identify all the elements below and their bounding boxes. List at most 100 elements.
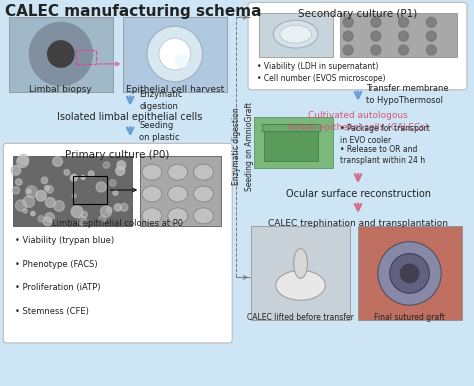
Circle shape [81, 212, 88, 218]
Ellipse shape [276, 271, 325, 300]
Bar [340, 13, 457, 57]
Circle shape [23, 196, 35, 207]
Ellipse shape [168, 208, 188, 224]
Text: • Stemness (CFE): • Stemness (CFE) [15, 307, 89, 316]
Circle shape [99, 215, 106, 222]
Bar [251, 226, 350, 320]
Text: • Phenotype (FACS): • Phenotype (FACS) [15, 259, 98, 269]
Circle shape [343, 17, 353, 27]
Circle shape [45, 213, 55, 222]
Circle shape [53, 157, 63, 166]
Ellipse shape [193, 208, 213, 224]
Circle shape [103, 162, 109, 168]
Bar [123, 17, 227, 92]
Circle shape [109, 179, 116, 186]
Ellipse shape [168, 164, 188, 180]
Circle shape [16, 200, 27, 211]
Circle shape [427, 31, 436, 41]
Text: CALEC trephination and transplantation: CALEC trephination and transplantation [268, 219, 448, 228]
Circle shape [54, 201, 64, 211]
Circle shape [26, 186, 37, 198]
Ellipse shape [193, 164, 213, 180]
Ellipse shape [280, 25, 311, 43]
Bar [76, 50, 95, 64]
Circle shape [16, 179, 22, 185]
Text: • Cell number (EVOS microscope): • Cell number (EVOS microscope) [257, 74, 385, 83]
Bar [73, 176, 108, 204]
Text: Ocular surface reconstruction: Ocular surface reconstruction [285, 189, 430, 199]
Circle shape [427, 17, 436, 27]
Circle shape [88, 171, 94, 177]
Circle shape [399, 17, 409, 27]
Circle shape [72, 194, 76, 198]
Text: Limbal epithelial colonies at P0: Limbal epithelial colonies at P0 [52, 219, 183, 228]
Text: CALEC manufacturing schema: CALEC manufacturing schema [5, 4, 262, 19]
Bar [140, 156, 221, 226]
Text: Transfer membrane
to HypoThermosol: Transfer membrane to HypoThermosol [366, 84, 448, 105]
Circle shape [23, 209, 27, 213]
Circle shape [399, 45, 409, 55]
Circle shape [400, 264, 419, 283]
Circle shape [120, 203, 128, 211]
Circle shape [371, 45, 381, 55]
Circle shape [390, 254, 429, 293]
Text: Epithelial cell harvest: Epithelial cell harvest [126, 85, 224, 94]
Circle shape [38, 216, 44, 222]
Circle shape [175, 54, 189, 68]
Circle shape [41, 177, 48, 184]
Text: • Proliferation (iATP): • Proliferation (iATP) [15, 283, 101, 292]
Circle shape [371, 17, 381, 27]
Ellipse shape [142, 164, 162, 180]
Circle shape [159, 38, 191, 70]
Circle shape [147, 26, 202, 82]
Circle shape [81, 175, 85, 179]
Bar [13, 156, 132, 226]
Bar [264, 124, 319, 161]
Text: Limbal biopsy: Limbal biopsy [29, 85, 92, 94]
Circle shape [31, 212, 35, 216]
Text: Primary culture (P0): Primary culture (P0) [65, 150, 170, 160]
Circle shape [100, 206, 111, 217]
Circle shape [43, 217, 52, 226]
Text: Seeding
on plastic: Seeding on plastic [139, 121, 180, 142]
Text: • Release to OR and
transplant within 24 h: • Release to OR and transplant within 24… [340, 146, 425, 166]
Text: • Package for transport
in EVO cooler: • Package for transport in EVO cooler [340, 125, 430, 145]
Circle shape [114, 204, 121, 211]
Text: Enzymatic digestion
Seeding on AmnioGraft: Enzymatic digestion Seeding on AmnioGraf… [232, 102, 254, 191]
FancyBboxPatch shape [3, 143, 232, 343]
Bar [254, 117, 333, 168]
Circle shape [46, 186, 53, 193]
Text: CALEC lifted before transfer: CALEC lifted before transfer [247, 313, 354, 322]
Circle shape [113, 190, 118, 195]
Circle shape [378, 242, 441, 305]
Circle shape [427, 45, 436, 55]
Bar [262, 124, 320, 132]
Ellipse shape [193, 186, 213, 202]
Text: Isolated limbal epithelial cells: Isolated limbal epithelial cells [57, 112, 203, 122]
Circle shape [96, 182, 106, 192]
Circle shape [343, 45, 353, 55]
Circle shape [71, 206, 83, 217]
Circle shape [36, 191, 46, 201]
Circle shape [399, 31, 409, 41]
Ellipse shape [142, 208, 162, 224]
Circle shape [17, 156, 28, 168]
Circle shape [11, 166, 21, 175]
Circle shape [371, 31, 381, 41]
Ellipse shape [28, 22, 93, 86]
Text: • Viability (LDH in supernatant): • Viability (LDH in supernatant) [257, 62, 378, 71]
Circle shape [107, 207, 112, 213]
Circle shape [343, 31, 353, 41]
Ellipse shape [47, 40, 75, 68]
Circle shape [18, 154, 29, 164]
Ellipse shape [293, 249, 308, 278]
Circle shape [71, 174, 77, 181]
Circle shape [64, 169, 70, 175]
Circle shape [78, 216, 87, 225]
Bar [259, 13, 333, 57]
Circle shape [117, 161, 126, 169]
FancyBboxPatch shape [248, 2, 467, 90]
Circle shape [27, 189, 31, 193]
Bar [358, 226, 462, 320]
Bar [9, 17, 113, 92]
